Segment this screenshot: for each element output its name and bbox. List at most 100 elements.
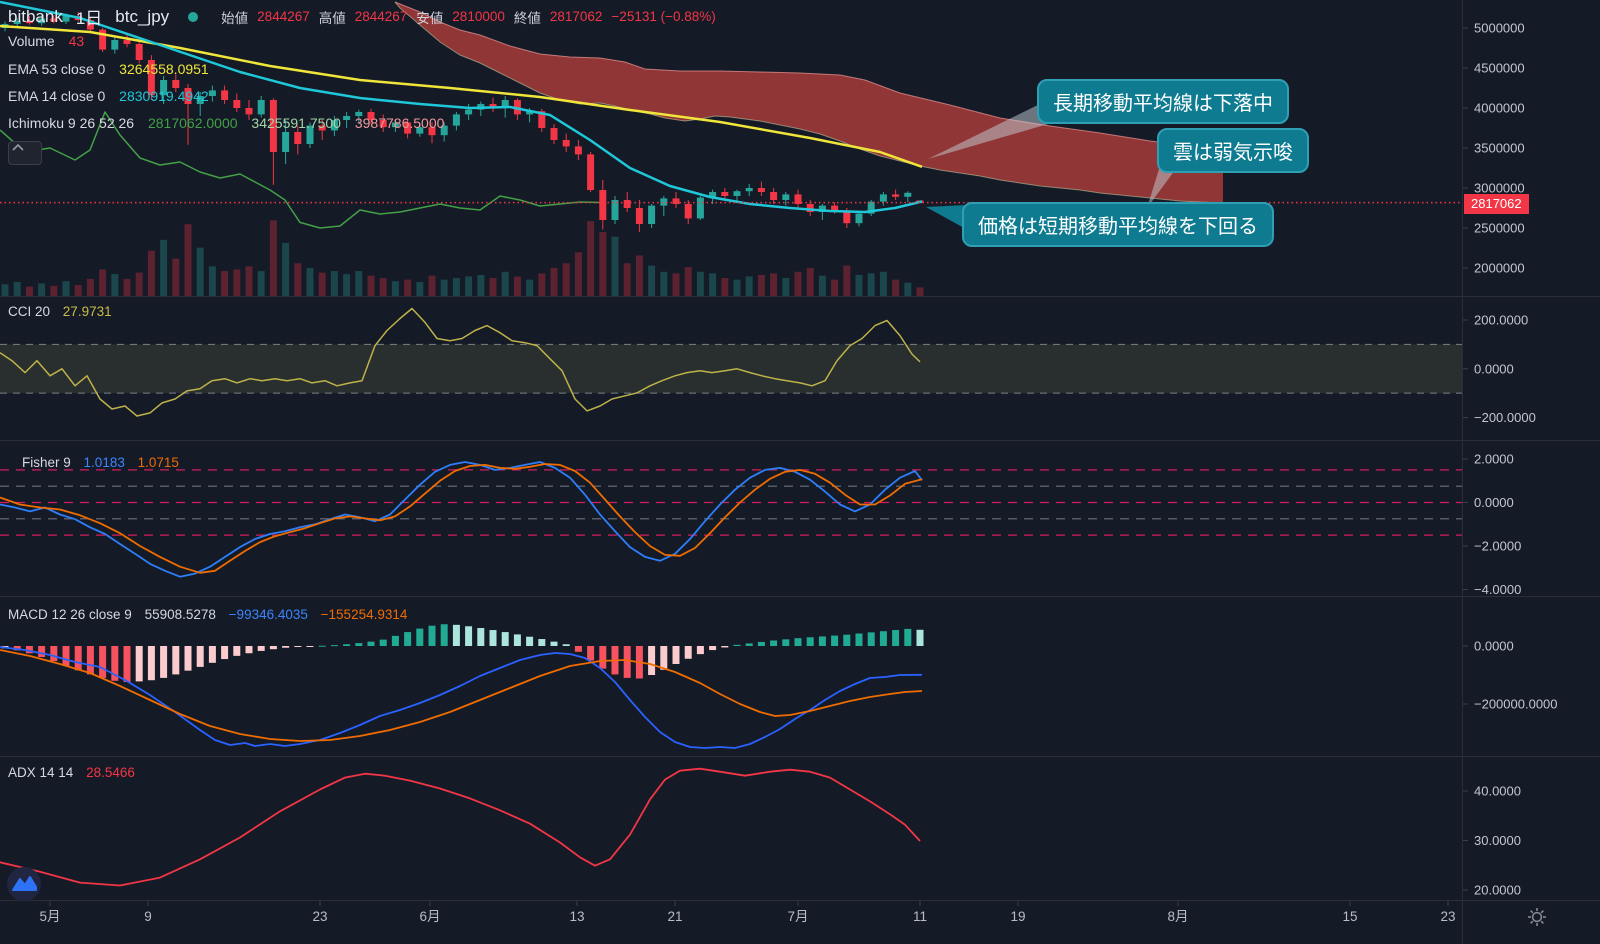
axis-label: 2.0000 [1474,452,1514,467]
fisher-value: 1.0183 [83,455,125,470]
close-label: 終値 [513,10,541,26]
time-axis-label: 13 [569,909,584,924]
axis-label: 4000000 [1474,101,1525,116]
axis-label: 5000000 [1474,21,1525,36]
axis-label: 0.0000 [1474,639,1514,654]
exchange-name[interactable]: bitbank [8,6,63,26]
ema53-value: 3264558.0951 [119,61,209,77]
axis-label: −2.0000 [1474,539,1521,554]
macd-signal-value: −155254.9314 [320,607,408,622]
callout-price-below-ma[interactable]: 価格は短期移動平均線を下回る [962,202,1274,247]
axis-label: 3500000 [1474,141,1525,156]
ema53-label: E­MA 53 close 0 [8,61,106,77]
axis-label: 0.0000 [1474,361,1514,376]
time-axis-label: 11 [913,909,927,924]
symbol-label[interactable]: btc_jpy [115,6,170,26]
axis-label: 2000000 [1474,261,1525,276]
callout-long-ma-falling[interactable]: 長期移動平均線は下落中 [1037,79,1289,124]
legend-row-ema53[interactable]: E­MA 53 close 0 3264558.0951 [8,61,209,77]
callout-cloud-bearish[interactable]: 雲は弱気示唆 [1157,128,1309,173]
ichimoku-lagging-value: 2817062.0000 [147,115,238,131]
high-label: 高値 [318,10,346,26]
axis-label: 3000000 [1474,181,1525,196]
pane-cci [0,307,1462,417]
axis-label: 40.0000 [1474,784,1521,799]
pane-fisher [0,461,1462,578]
axis-label: −200.0000 [1474,410,1536,425]
pane-macd [0,624,924,749]
adx-label: ADX 14 14 [8,765,74,780]
time-axis-label: 6月 [419,909,440,924]
time-axis-label: 9 [144,909,152,924]
ema14-value: 2830919.4942 [119,88,209,104]
symbol-title-row: bitbank 1日 btc_jpy 始値 2844267 高値 2844267 安… [8,4,716,29]
series-macd [0,646,923,749]
cci-value: 27.9731 [62,304,112,319]
ichimoku-leadb-value: 3987786.5000 [354,115,445,131]
series-adx [0,767,921,887]
low-label: 安値 [416,10,444,26]
series-ema14 [0,0,923,214]
cci-label: CCI 20 [8,304,51,319]
time-axis-label: 15 [1342,909,1357,924]
time-axis-label: 21 [667,909,682,924]
fisher-label: Fisher 9 [22,455,71,470]
volume-label: Volume [8,33,55,49]
legend-row-fisher[interactable]: Fisher 9 1.0183 1.0715 [22,455,179,470]
ohlc-readout: 始値 2844267 高値 2844267 安値 2810000 終値 2817062 … [221,7,716,27]
gear-icon [1528,908,1546,926]
legend-row-cci[interactable]: CCI 20 27.9731 [8,304,112,319]
legend-row-macd[interactable]: MACD 12 26 close 9 55908.5278 −99346.403… [8,607,407,622]
axis-label: 0.0000 [1474,495,1514,510]
interval-label[interactable]: 1日 [75,9,103,28]
axis-label: 2500000 [1474,221,1525,236]
time-axis-label: 7月 [787,909,808,924]
macd-hist-value: 55908.5278 [144,607,216,622]
axis-label: −4.0000 [1474,582,1521,597]
series-fisher-trigger [0,463,923,574]
time-axis-label: 23 [312,909,327,924]
change-value: −25131 (−0.88%) [611,9,716,24]
open-label: 始値 [221,10,249,26]
chevron-up-icon [12,143,24,151]
main-legend[interactable]: bitbank 1日 btc_jpy 始値 2844267 高値 2844267 安… [8,4,716,29]
series-fisher [0,461,923,578]
time-axis-label: 5月 [39,909,60,924]
axis-label: −200000.0000 [1474,697,1558,712]
ichimoku-leada-value: 3425591.7500 [251,115,341,131]
axis-label: 30.0000 [1474,833,1521,848]
time-axis-label: 23 [1440,909,1455,924]
price-axis[interactable] [1462,0,1600,901]
callout-tail [928,100,1048,159]
axis-label: 20.0000 [1474,883,1521,898]
callout-tail [1147,166,1178,208]
high-value: 2844267 [354,9,408,24]
time-axis-label: 8月 [1167,909,1188,924]
macd-label: MACD 12 26 close 9 [8,607,132,622]
market-status-icon [188,11,199,22]
pane-adx [0,767,921,887]
open-value: 2844267 [257,9,310,24]
legend-row-ema14[interactable]: E­MA 14 close 0 2830919.4942 [8,88,209,104]
adx-value: 28.5466 [86,765,135,780]
fisher-trigger-value: 1.0715 [137,455,179,470]
time-axis[interactable] [0,901,1462,944]
close-value: 2817062 [549,9,603,24]
axis-label: 4500000 [1474,61,1525,76]
legend-row-adx[interactable]: ADX 14 14 28.5466 [8,765,135,780]
ichimoku-label: Ichimoku 9 26 52 26 [8,115,135,131]
axis-label: 200.0000 [1474,313,1528,328]
macd-line-value: −99346.4035 [228,607,308,622]
ichimoku-cloud [395,2,1223,203]
series-cci [0,307,921,417]
logo-mountain-icon [7,867,41,901]
series-ema53 [0,24,923,168]
last-price-badge: 2817062 [1464,194,1529,214]
series-ichimoku-lagging [0,111,607,229]
legend-row-volume[interactable]: Volume 43 [8,33,84,49]
legend-row-ichimoku[interactable]: Ichimoku 9 26 52 26 2817062.0000 3425591… [8,115,444,131]
volume-value: 43 [68,33,85,49]
legend-collapse-button[interactable] [8,141,42,165]
